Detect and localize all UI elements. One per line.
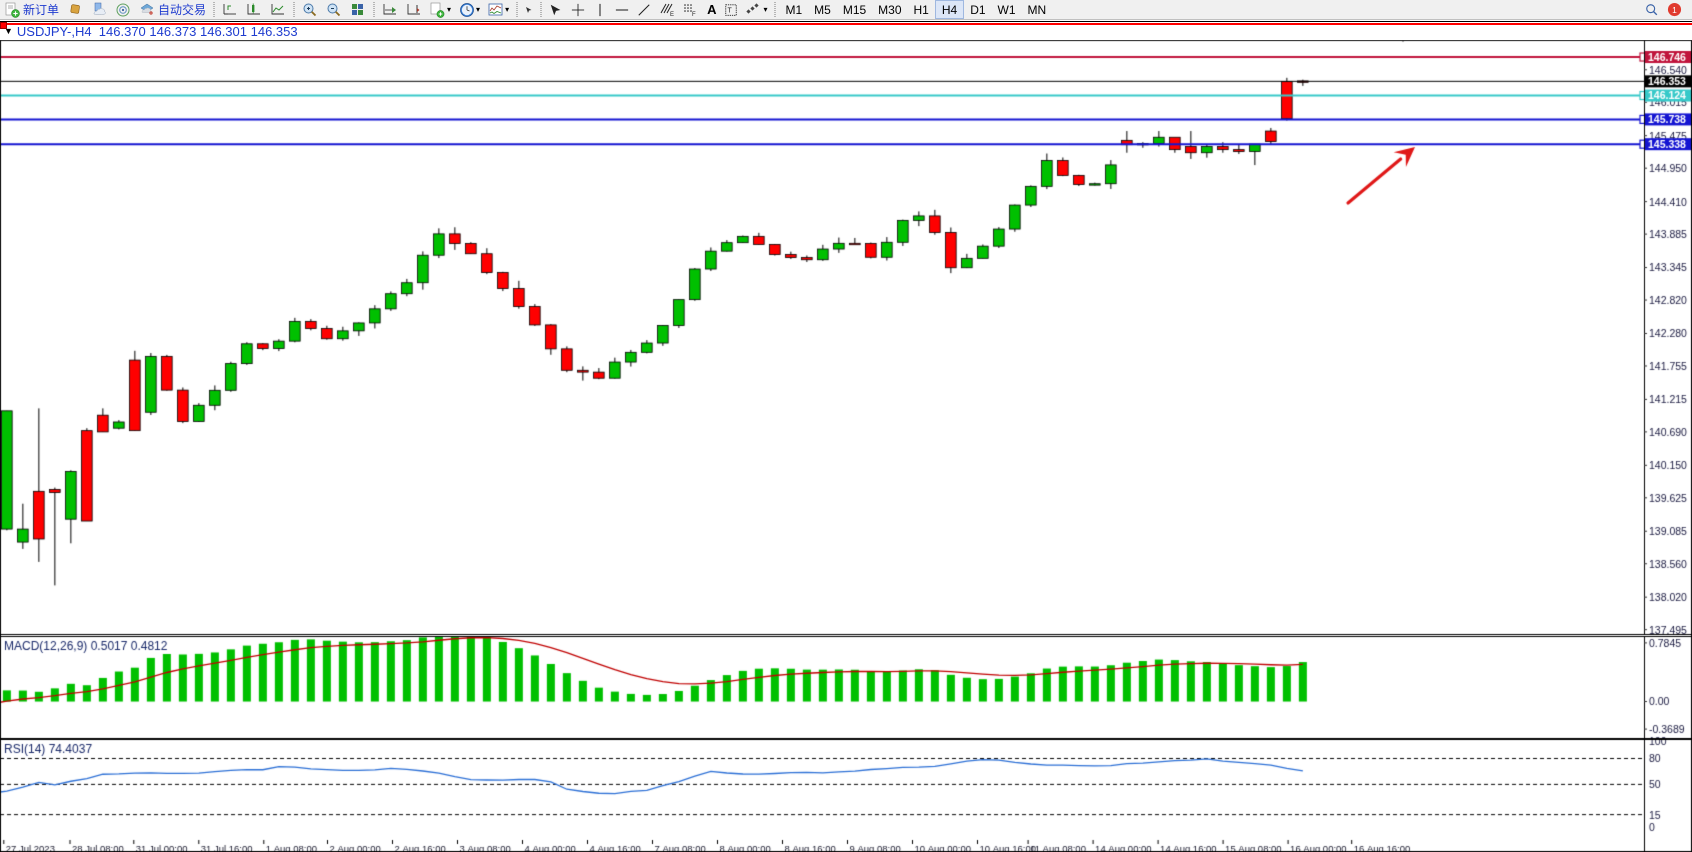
svg-text:F: F bbox=[692, 12, 696, 18]
svg-text:1: 1 bbox=[1672, 5, 1677, 15]
svg-text:T: T bbox=[728, 7, 733, 14]
svg-text:E: E bbox=[670, 12, 674, 18]
